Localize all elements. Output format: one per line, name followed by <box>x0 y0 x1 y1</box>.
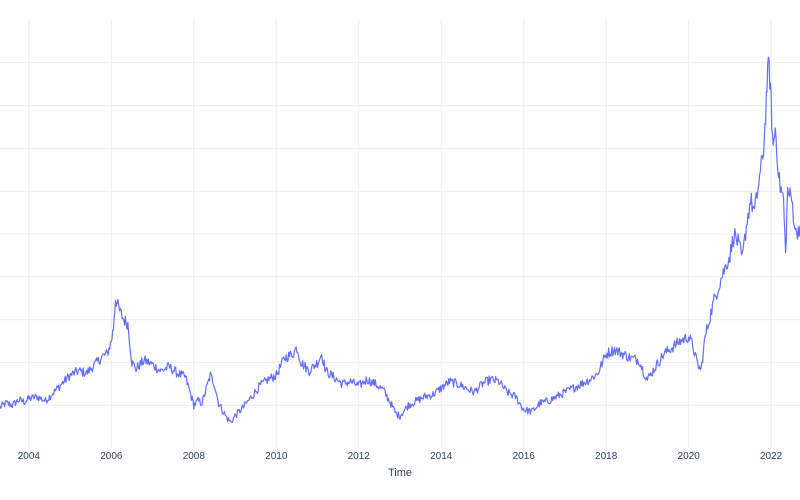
x-tick-label: 2008 <box>183 451 206 462</box>
x-tick-label: 2020 <box>678 451 701 462</box>
x-tick-label: 2012 <box>348 451 371 462</box>
y-gridlines <box>0 62 800 406</box>
x-tick-label: 2006 <box>100 451 123 462</box>
x-tick-label: 2018 <box>595 451 618 462</box>
x-tick-label: 2010 <box>265 451 288 462</box>
x-axis-title: Time <box>388 467 412 479</box>
x-tick-label: 2016 <box>513 451 536 462</box>
x-tick-label: 2022 <box>760 451 783 462</box>
x-axis-ticks: 2004 2006 2008 2010 2012 2014 2016 2018 2020 2022 <box>18 451 783 462</box>
series-line <box>0 56 800 423</box>
x-tick-label: 2014 <box>430 451 453 462</box>
x-tick-label: 2004 <box>18 451 41 462</box>
plot-area <box>0 56 800 423</box>
